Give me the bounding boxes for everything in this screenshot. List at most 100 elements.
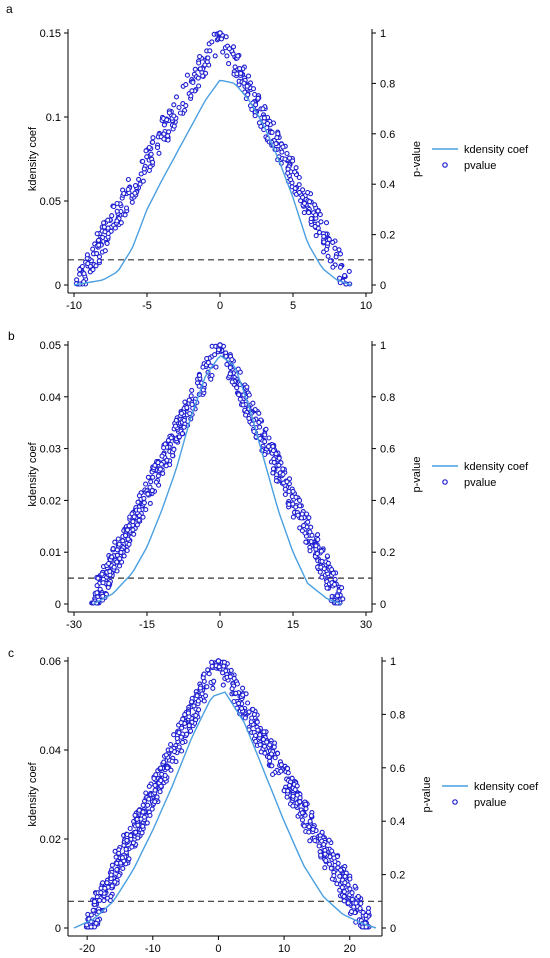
pvalue-point [257, 732, 263, 738]
pvalue-point [163, 463, 169, 469]
pvalue-point [323, 857, 329, 864]
pvalue-point [330, 570, 336, 576]
pvalue-point [314, 551, 320, 557]
pvalue-point [158, 765, 164, 771]
pvalue-point [106, 580, 112, 587]
pvalue-point [168, 747, 174, 753]
pvalue-point [231, 698, 237, 705]
pvalue-point [237, 396, 243, 402]
pvalue-point [158, 783, 164, 789]
pvalue-point [114, 552, 120, 558]
pvalue-point [307, 529, 313, 535]
pvalue-point [348, 909, 355, 915]
pvalue-point [88, 912, 94, 918]
pvalue-point [269, 763, 275, 769]
pvalue-point [296, 189, 302, 195]
pvalue-point [104, 240, 110, 246]
pvalue-point [200, 73, 206, 79]
pvalue-point [202, 62, 208, 68]
pvalue-point [258, 749, 264, 755]
pvalue-point [144, 154, 150, 160]
pvalue-point [270, 466, 276, 472]
pvalue-point [325, 253, 331, 259]
pvalue-point [270, 448, 276, 454]
pvalue-point [166, 129, 172, 135]
pvalue-point [240, 685, 246, 691]
pvalue-point [271, 459, 277, 465]
pvalue-point [232, 64, 238, 70]
pvalue-point [197, 66, 203, 72]
pvalue-point [194, 693, 200, 699]
legend-label-pvalue: pvalue [464, 160, 496, 172]
legend-marker-swatch [442, 162, 448, 168]
pvalue-point [234, 681, 240, 687]
pvalue-point [226, 46, 232, 52]
pvalue-point [280, 466, 286, 472]
pvalue-point [141, 495, 147, 501]
pvalue-point [331, 873, 337, 879]
y-tick-label: 0.03 [40, 444, 61, 456]
pvalue-point [331, 855, 337, 861]
pvalue-point [293, 165, 299, 171]
pvalue-point [112, 848, 118, 854]
pvalue-point [315, 208, 321, 214]
pvalue-point [196, 707, 202, 713]
pvalue-point [114, 218, 120, 224]
pvalue-point [266, 435, 272, 441]
pvalue-point [336, 588, 342, 594]
pvalue-point [286, 488, 292, 495]
pvalue-point [338, 867, 344, 873]
pvalue-point [176, 434, 182, 440]
pvalue-point [280, 471, 286, 477]
pvalue-point [322, 865, 328, 871]
pvalue-point [227, 365, 233, 371]
pvalue-point [285, 788, 291, 794]
pvalue-point [148, 151, 154, 157]
pvalue-point [125, 186, 131, 193]
pvalue-point [119, 855, 125, 861]
pvalue-point [212, 352, 218, 358]
pvalue-point [292, 185, 298, 191]
pvalue-point [326, 236, 332, 242]
legend-label-pvalue: pvalue [474, 797, 506, 809]
legend: kdensity coef pvalue [442, 781, 539, 809]
y-tick-label: 0.05 [40, 340, 61, 352]
x-tick-label: -10 [66, 300, 82, 312]
x-tick-label: -5 [142, 300, 152, 312]
pvalue-point [102, 248, 108, 254]
pvalue-point [230, 44, 237, 50]
pvalue-point [244, 384, 250, 390]
pvalue-point [152, 787, 158, 793]
pvalue-point [157, 466, 163, 472]
pvalue-point [102, 229, 108, 235]
pvalue-point [286, 782, 293, 788]
pvalue-point [210, 685, 216, 691]
pvalue-point [118, 220, 124, 226]
pvalue-point [125, 176, 131, 183]
pvalue-point [229, 686, 235, 692]
pvalue-point [236, 392, 242, 398]
panel-c: c -20 -10 0 10 20 0 0.02 0.04 0.06 0 0.2 0.4 0.6 0.8 1 k… [8, 646, 539, 955]
legend-marker-swatch [442, 479, 448, 485]
pvalue-point [278, 768, 284, 774]
pvalue-point [341, 893, 347, 899]
pvalue-point [152, 799, 158, 805]
pvalue-point [177, 110, 183, 116]
pvalue-point [349, 896, 355, 902]
pvalue-point [238, 70, 244, 76]
y2-axis-title: p-value [411, 141, 423, 177]
pvalue-point [155, 473, 161, 479]
pvalue-point [337, 251, 344, 257]
pvalue-point [110, 546, 116, 552]
pvalue-point [363, 912, 369, 918]
pvalue-point [357, 905, 363, 912]
pvalue-point [269, 129, 275, 135]
pvalue-point [307, 818, 313, 824]
pvalue-point [271, 744, 277, 750]
pvalue-point [284, 766, 291, 772]
pvalue-point [261, 729, 267, 735]
pvalue-point [143, 148, 149, 154]
pvalue-point [272, 755, 278, 761]
pvalue-point [204, 684, 210, 690]
pvalue-point [193, 712, 199, 719]
